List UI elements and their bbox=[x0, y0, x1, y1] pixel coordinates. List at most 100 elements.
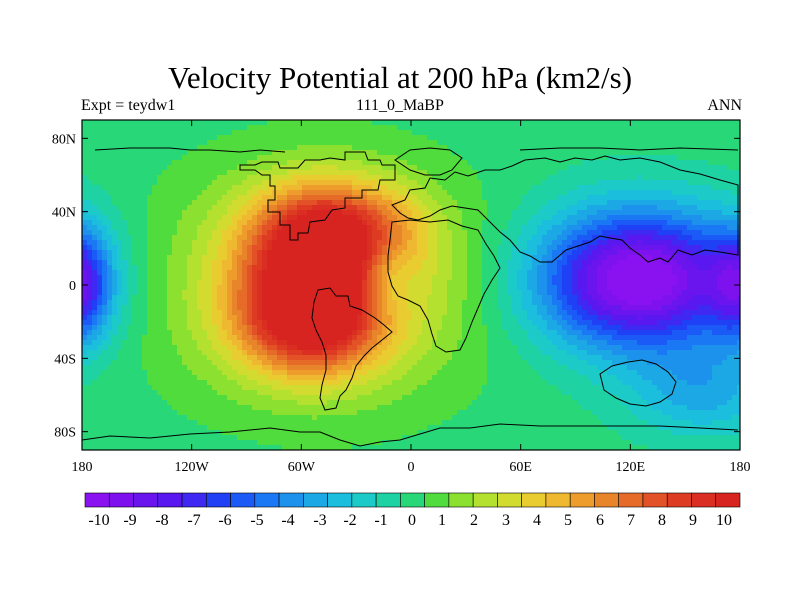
field-cell bbox=[562, 240, 568, 246]
field-cell bbox=[442, 225, 448, 231]
field-cell bbox=[632, 210, 638, 216]
field-cell bbox=[647, 175, 653, 181]
field-cell bbox=[257, 200, 263, 206]
field-cell bbox=[212, 270, 218, 276]
field-cell bbox=[152, 135, 158, 141]
field-cell bbox=[277, 300, 283, 306]
field-cell bbox=[267, 165, 273, 171]
field-cell bbox=[502, 245, 508, 251]
field-cell bbox=[707, 290, 713, 296]
field-cell bbox=[547, 170, 553, 176]
field-cell bbox=[432, 250, 438, 256]
field-cell bbox=[257, 270, 263, 276]
field-cell bbox=[82, 185, 88, 191]
field-cell bbox=[252, 195, 258, 201]
field-cell bbox=[432, 270, 438, 276]
field-cell bbox=[312, 135, 318, 141]
field-cell bbox=[337, 290, 343, 296]
field-cell bbox=[237, 305, 243, 311]
field-cell bbox=[282, 155, 288, 161]
field-cell bbox=[632, 285, 638, 291]
field-cell bbox=[532, 175, 538, 181]
field-cell bbox=[92, 235, 98, 241]
field-cell bbox=[227, 295, 233, 301]
field-cell bbox=[562, 265, 568, 271]
field-cell bbox=[452, 140, 458, 146]
field-cell bbox=[502, 270, 508, 276]
field-cell bbox=[462, 285, 468, 291]
field-cell bbox=[372, 225, 378, 231]
field-cell bbox=[192, 220, 198, 226]
field-cell bbox=[467, 135, 473, 141]
field-cell bbox=[92, 125, 98, 131]
field-cell bbox=[622, 265, 628, 271]
field-cell bbox=[217, 190, 223, 196]
field-cell bbox=[582, 285, 588, 291]
field-cell bbox=[637, 140, 643, 146]
field-cell bbox=[232, 255, 238, 261]
field-cell bbox=[297, 300, 303, 306]
field-cell bbox=[232, 295, 238, 301]
field-cell bbox=[212, 125, 218, 131]
field-cell bbox=[252, 230, 258, 236]
field-cell bbox=[212, 140, 218, 146]
field-cell bbox=[282, 235, 288, 241]
field-cell bbox=[522, 265, 528, 271]
field-cell bbox=[147, 305, 153, 311]
field-cell bbox=[117, 255, 123, 261]
field-cell bbox=[242, 285, 248, 291]
field-cell bbox=[387, 230, 393, 236]
field-cell bbox=[312, 190, 318, 196]
field-cell bbox=[652, 150, 658, 156]
field-cell bbox=[507, 225, 513, 231]
field-cell bbox=[692, 245, 698, 251]
field-cell bbox=[357, 230, 363, 236]
field-cell bbox=[117, 140, 123, 146]
field-cell bbox=[527, 240, 533, 246]
field-cell bbox=[512, 265, 518, 271]
field-cell bbox=[327, 245, 333, 251]
field-cell bbox=[377, 125, 383, 131]
field-cell bbox=[452, 280, 458, 286]
field-cell bbox=[507, 220, 513, 226]
field-cell bbox=[662, 220, 668, 226]
field-cell bbox=[707, 160, 713, 166]
field-cell bbox=[607, 280, 613, 286]
field-cell bbox=[702, 195, 708, 201]
field-cell bbox=[112, 250, 118, 256]
field-cell bbox=[87, 140, 93, 146]
field-cell bbox=[622, 135, 628, 141]
field-cell bbox=[532, 210, 538, 216]
field-cell bbox=[192, 185, 198, 191]
field-cell bbox=[162, 155, 168, 161]
field-cell bbox=[722, 275, 728, 281]
field-cell bbox=[542, 270, 548, 276]
field-cell bbox=[152, 210, 158, 216]
field-cell bbox=[102, 205, 108, 211]
field-cell bbox=[462, 200, 468, 206]
field-cell bbox=[202, 145, 208, 151]
field-cell bbox=[497, 175, 503, 181]
field-cell bbox=[117, 165, 123, 171]
field-cell bbox=[462, 125, 468, 131]
field-cell bbox=[582, 210, 588, 216]
field-cell bbox=[647, 245, 653, 251]
field-cell bbox=[262, 180, 268, 186]
field-cell bbox=[162, 265, 168, 271]
field-cell bbox=[397, 165, 403, 171]
field-cell bbox=[657, 240, 663, 246]
field-cell bbox=[492, 155, 498, 161]
field-cell bbox=[737, 255, 740, 261]
field-cell bbox=[427, 220, 433, 226]
field-cell bbox=[127, 245, 133, 251]
field-cell bbox=[512, 220, 518, 226]
field-cell bbox=[407, 185, 413, 191]
field-cell bbox=[322, 135, 328, 141]
field-cell bbox=[122, 180, 128, 186]
field-cell bbox=[392, 150, 398, 156]
field-cell bbox=[422, 265, 428, 271]
field-cell bbox=[132, 210, 138, 216]
field-cell bbox=[647, 265, 653, 271]
field-cell bbox=[307, 230, 313, 236]
field-cell bbox=[332, 305, 338, 311]
